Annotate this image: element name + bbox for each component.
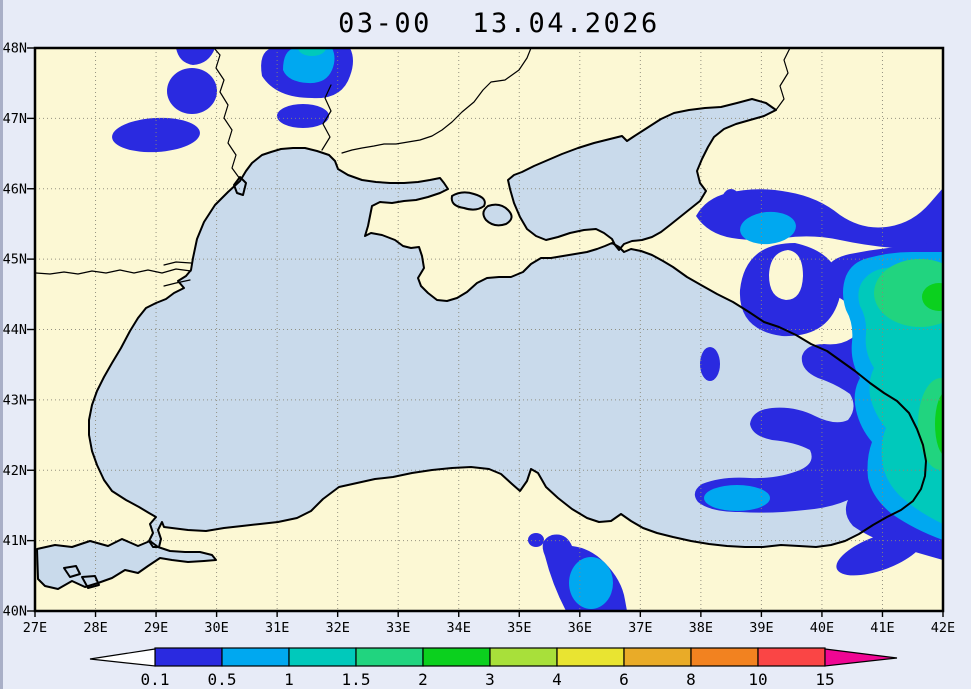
precip-level-2 <box>922 283 943 455</box>
danube-river <box>35 268 192 275</box>
colorbar-tick-label: 8 <box>686 670 696 689</box>
x-axis-label: 32E <box>325 620 349 636</box>
bug-river <box>321 84 332 151</box>
colorbar-underflow-arrow <box>89 648 156 667</box>
map-frame <box>33 46 945 613</box>
x-axis-label: 35E <box>507 620 531 636</box>
colorbar-segment <box>757 647 826 667</box>
colorbar-tick-label: 6 <box>619 670 629 689</box>
danube-delta-branch <box>163 279 191 287</box>
x-axis-labels: 27E 28E 29E 30E 31E 32E 33E 34E 35E 36E 37E 38E 39E 4… <box>23 620 955 636</box>
colorbar-tick-label: 10 <box>748 670 767 689</box>
x-axis-label: 40E <box>810 620 834 636</box>
title-time: 03-00 <box>338 8 432 39</box>
colorbar-segment <box>623 647 692 667</box>
y-axis-label: 41N <box>3 533 27 549</box>
x-axis-label: 39E <box>749 620 773 636</box>
colorbar-tick-label: 15 <box>815 670 834 689</box>
x-axis-label: 30E <box>204 620 228 636</box>
x-axis-label: 41E <box>870 620 894 636</box>
dnieper-river <box>341 48 532 154</box>
colorbar-segment <box>690 647 759 667</box>
y-axis-label: 44N <box>3 322 27 338</box>
x-axis-label: 34E <box>447 620 471 636</box>
colorbar-segment <box>422 647 491 667</box>
colorbar-tick-label: 1 <box>284 670 294 689</box>
colorbar-tick-label: 0.1 <box>141 670 170 689</box>
x-axis-label: 37E <box>628 620 652 636</box>
colorbar-tick-label: 1.5 <box>342 670 371 689</box>
y-axis-labels: 48N 47N 46N 45N 44N 43N 42N 41N 40N <box>3 41 27 620</box>
x-axis-label: 36E <box>568 620 592 636</box>
x-axis-label: 42E <box>931 620 955 636</box>
colorbar-segment <box>288 647 357 667</box>
colorbar-tick-label: 3 <box>485 670 495 689</box>
x-axis-ticks <box>34 611 944 617</box>
y-axis-label: 42N <box>3 463 27 479</box>
colorbar-overflow-arrow <box>824 648 898 667</box>
y-axis-label: 45N <box>3 252 27 268</box>
rivers <box>35 48 791 287</box>
title-date: 13.04.2026 <box>472 8 660 39</box>
x-axis-label: 31E <box>265 620 289 636</box>
colorbar-tick-label: 2 <box>418 670 428 689</box>
x-axis-label: 33E <box>386 620 410 636</box>
x-axis-label: 28E <box>83 620 107 636</box>
colorbar-segment <box>221 647 290 667</box>
y-axis-ticks <box>27 47 34 612</box>
colorbar-segment <box>556 647 625 667</box>
window-edge-line <box>0 0 3 689</box>
colorbar-tick-label: 0.5 <box>208 670 237 689</box>
graticule <box>35 48 943 611</box>
x-axis-label: 29E <box>144 620 168 636</box>
colorbar-segment <box>154 647 223 667</box>
danube-delta-branch <box>163 261 192 266</box>
y-axis-label: 48N <box>3 41 27 57</box>
y-axis-label: 40N <box>3 604 27 620</box>
colorbar <box>154 647 826 667</box>
x-axis-label: 27E <box>23 620 47 636</box>
colorbar-segment <box>489 647 558 667</box>
colorbar-labels: 0.1 0.5 1 1.5 2 3 4 6 8 10 15 <box>141 670 835 689</box>
dniester-river <box>213 48 241 180</box>
precipitation-layer <box>112 48 943 611</box>
colorbar-segment <box>355 647 424 667</box>
y-axis-label: 43N <box>3 392 27 408</box>
y-axis-label: 46N <box>3 181 27 197</box>
don-river <box>775 48 791 111</box>
x-axis-label: 38E <box>689 620 713 636</box>
colorbar-tick-label: 4 <box>552 670 562 689</box>
y-axis-label: 47N <box>3 111 27 127</box>
